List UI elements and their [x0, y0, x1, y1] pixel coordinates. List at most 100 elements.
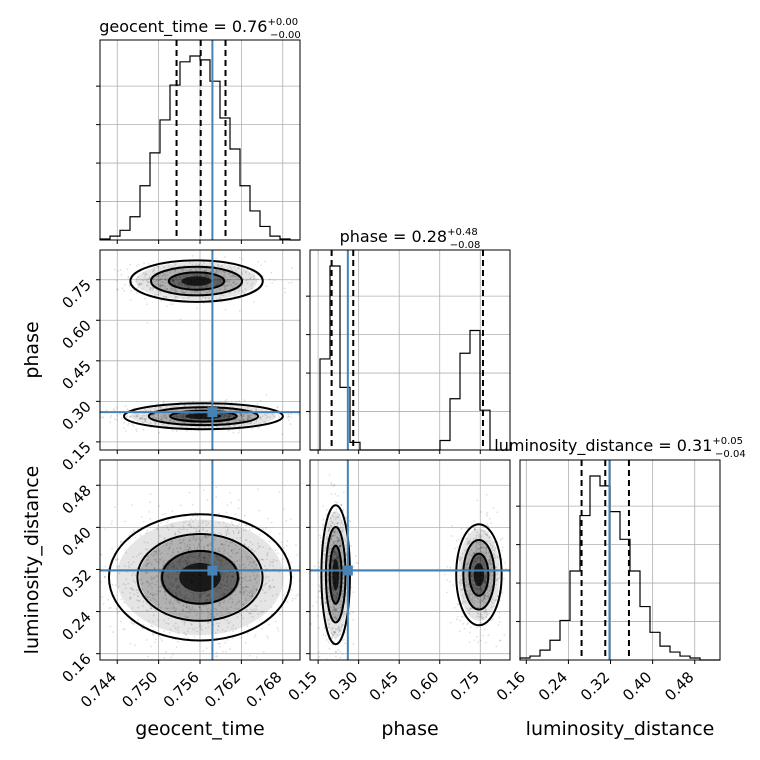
sample-point — [174, 592, 177, 595]
sample-point — [244, 641, 247, 644]
sample-point — [242, 564, 244, 566]
sample-point — [334, 551, 337, 554]
sample-point — [494, 599, 496, 602]
sample-point — [458, 555, 461, 558]
sample-point — [489, 555, 492, 557]
sample-point — [189, 539, 192, 542]
sample-point — [217, 272, 220, 274]
sample-point — [462, 596, 465, 599]
sample-point — [177, 550, 179, 553]
sample-point — [207, 614, 210, 617]
sample-point — [333, 549, 336, 552]
sample-point — [200, 595, 202, 597]
sample-point — [490, 606, 493, 608]
sample-point — [226, 528, 229, 531]
sample-point — [488, 562, 491, 564]
sample-point — [444, 573, 446, 576]
sample-point — [195, 263, 197, 266]
sample-point — [333, 609, 336, 612]
sample-point — [483, 580, 485, 582]
sample-point — [230, 588, 233, 590]
sample-point — [266, 635, 268, 638]
sample-point — [240, 414, 243, 417]
sample-point — [181, 567, 184, 570]
sample-point — [340, 625, 343, 628]
sample-point — [331, 543, 334, 546]
sample-point — [223, 417, 226, 419]
sample-point — [176, 578, 179, 581]
sample-point — [482, 580, 485, 583]
sample-point — [168, 546, 171, 549]
sample-point — [476, 626, 479, 629]
sample-point — [199, 292, 202, 295]
sample-point — [241, 577, 244, 580]
sample-point — [328, 546, 331, 549]
sample-point — [218, 512, 221, 515]
sample-point — [489, 544, 492, 547]
sample-point — [226, 278, 229, 281]
sample-point — [221, 584, 224, 587]
sample-point — [255, 589, 258, 592]
sample-point — [209, 270, 212, 273]
sample-point — [466, 623, 469, 626]
sample-point — [145, 284, 148, 287]
sample-point — [333, 606, 335, 609]
sample-point — [187, 559, 190, 562]
sample-point — [205, 274, 208, 277]
sample-point — [476, 560, 478, 563]
sample-point — [127, 561, 130, 564]
sample-point — [228, 598, 231, 600]
sample-point — [322, 523, 324, 526]
sample-point — [174, 622, 177, 625]
sample-point — [164, 282, 166, 284]
sample-point — [310, 622, 312, 625]
tick-label-phase-2: 0.45 — [366, 668, 402, 704]
sample-point — [340, 607, 343, 609]
sample-point — [340, 543, 343, 545]
sample-point — [218, 559, 221, 562]
sample-point — [167, 414, 170, 416]
sample-point — [480, 615, 483, 618]
sample-point — [487, 525, 490, 528]
sample-point — [235, 551, 238, 554]
sample-point — [222, 593, 225, 596]
sample-point — [482, 596, 485, 599]
sample-point — [229, 292, 231, 294]
sample-point — [226, 530, 229, 532]
sample-point — [249, 608, 252, 611]
sample-point — [333, 630, 336, 633]
sample-point — [480, 546, 482, 549]
sample-point — [280, 541, 283, 544]
sample-point — [223, 405, 226, 407]
sample-point — [159, 590, 161, 593]
sample-point — [141, 627, 144, 630]
sample-point — [327, 575, 330, 578]
sample-point — [330, 482, 333, 484]
sample-point — [226, 421, 228, 424]
sample-point — [480, 588, 483, 591]
sample-point — [336, 539, 338, 542]
sample-point — [251, 593, 254, 595]
sample-point — [251, 282, 254, 285]
sample-point — [126, 408, 129, 411]
sample-point — [480, 559, 483, 562]
sample-point — [170, 278, 173, 281]
sample-point — [477, 588, 480, 590]
sample-point — [460, 527, 463, 530]
sample-point — [205, 561, 208, 564]
sample-point — [140, 417, 143, 420]
sample-point — [143, 414, 146, 417]
sample-point — [221, 593, 224, 596]
sample-point — [249, 414, 252, 417]
sample-point — [327, 612, 330, 615]
sample-point — [230, 521, 233, 524]
sample-point — [175, 413, 178, 416]
sample-point — [205, 292, 208, 294]
sample-point — [343, 613, 346, 616]
sample-point — [175, 291, 177, 293]
sample-point — [181, 528, 183, 531]
sample-point — [175, 577, 178, 580]
sample-point — [177, 626, 180, 629]
sample-point — [203, 548, 206, 551]
sample-point — [205, 647, 208, 650]
